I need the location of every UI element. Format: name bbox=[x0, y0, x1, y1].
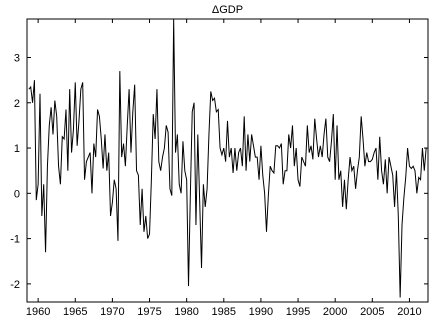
series-line-0 bbox=[28, 19, 427, 298]
chart-title: ΔGDP bbox=[212, 4, 243, 16]
x-tick-label: 1960 bbox=[26, 306, 50, 318]
x-tick-label: 1990 bbox=[249, 306, 273, 318]
ticks: 1960 1965 1970 1975 1980 1985 1990 1995 2000 2005… bbox=[10, 19, 428, 318]
y-tick-label: -2 bbox=[10, 279, 20, 291]
series-layer bbox=[28, 19, 427, 298]
x-tick-label: 2010 bbox=[397, 306, 421, 318]
y-tick-label: 2 bbox=[14, 98, 20, 110]
x-tick-label: 1995 bbox=[286, 306, 310, 318]
x-tick-label: 1970 bbox=[100, 306, 124, 318]
plot-frame bbox=[26, 18, 429, 303]
y-tick-label: 1 bbox=[14, 143, 20, 155]
y-tick-label: 0 bbox=[14, 188, 20, 200]
x-tick-label: 1980 bbox=[174, 306, 198, 318]
x-tick-label: 1985 bbox=[212, 306, 236, 318]
y-tick-label: -1 bbox=[10, 234, 20, 246]
y-tick-label: 3 bbox=[14, 52, 20, 64]
x-tick-label: 1965 bbox=[63, 306, 87, 318]
x-tick-label: 2005 bbox=[360, 306, 384, 318]
x-tick-label: 2000 bbox=[323, 306, 347, 318]
x-tick-label: 1975 bbox=[137, 306, 161, 318]
